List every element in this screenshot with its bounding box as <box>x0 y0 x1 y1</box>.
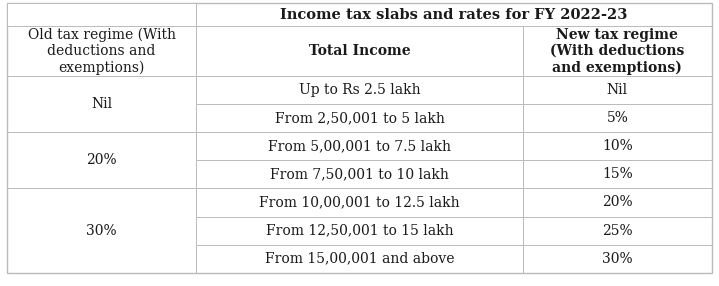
Bar <box>196 26 523 76</box>
Bar <box>7 3 196 26</box>
Text: Total Income: Total Income <box>308 44 411 58</box>
Text: From 12,50,001 to 15 lakh: From 12,50,001 to 15 lakh <box>266 224 453 237</box>
Bar <box>196 132 523 160</box>
Bar <box>196 104 523 132</box>
Text: 30%: 30% <box>86 224 117 237</box>
Bar <box>523 160 712 188</box>
Text: 15%: 15% <box>602 168 633 181</box>
Bar <box>7 76 196 132</box>
Bar <box>523 104 712 132</box>
Bar <box>523 76 712 104</box>
Text: From 15,00,001 and above: From 15,00,001 and above <box>265 252 454 265</box>
Bar <box>523 132 712 160</box>
Bar <box>7 188 196 273</box>
Text: 25%: 25% <box>602 224 633 237</box>
Text: Old tax regime (With
deductions and
exemptions): Old tax regime (With deductions and exem… <box>27 28 175 75</box>
Bar <box>196 245 523 273</box>
Bar <box>196 160 523 188</box>
Bar <box>196 3 712 26</box>
Text: From 10,00,001 to 12.5 lakh: From 10,00,001 to 12.5 lakh <box>259 196 460 209</box>
Text: 20%: 20% <box>86 154 117 167</box>
Bar <box>7 26 196 76</box>
Text: 5%: 5% <box>606 112 628 125</box>
Text: From 2,50,001 to 5 lakh: From 2,50,001 to 5 lakh <box>275 112 444 125</box>
Text: New tax regime
(With deductions
and exemptions): New tax regime (With deductions and exem… <box>550 28 684 75</box>
Text: 10%: 10% <box>602 140 633 153</box>
Bar <box>196 188 523 217</box>
Text: Nil: Nil <box>91 98 112 111</box>
Text: From 5,00,001 to 7.5 lakh: From 5,00,001 to 7.5 lakh <box>268 140 451 153</box>
Bar <box>7 132 196 188</box>
Bar <box>196 217 523 245</box>
Bar <box>523 26 712 76</box>
Bar <box>523 217 712 245</box>
Text: From 7,50,001 to 10 lakh: From 7,50,001 to 10 lakh <box>270 168 449 181</box>
Text: Income tax slabs and rates for FY 2022-23: Income tax slabs and rates for FY 2022-2… <box>280 8 628 21</box>
Bar <box>523 188 712 217</box>
Text: 20%: 20% <box>602 196 633 209</box>
Bar <box>196 76 523 104</box>
Bar <box>523 245 712 273</box>
Text: Nil: Nil <box>607 84 628 97</box>
Text: 30%: 30% <box>602 252 633 265</box>
Text: Up to Rs 2.5 lakh: Up to Rs 2.5 lakh <box>298 84 421 97</box>
